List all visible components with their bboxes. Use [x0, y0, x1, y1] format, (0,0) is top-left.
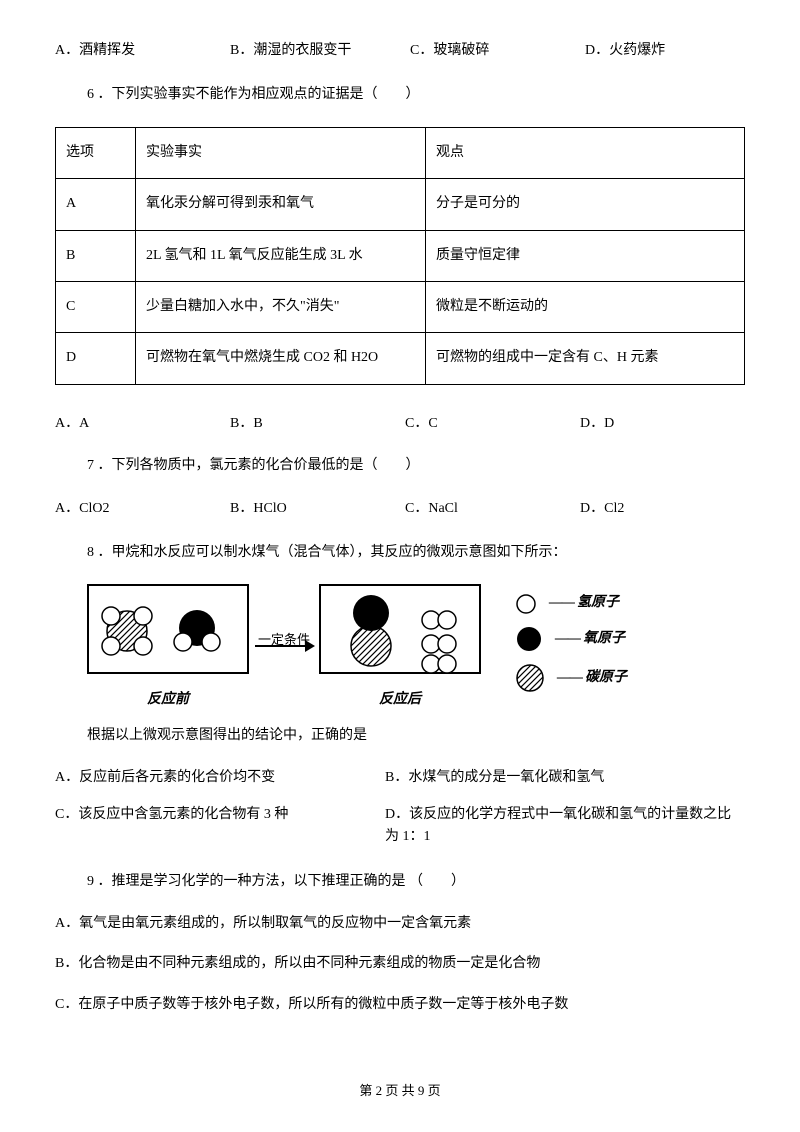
q6-r1-view: 质量守恒定律	[426, 230, 745, 281]
q9-opt-b: B．化合物是由不同种元素组成的，所以由不同种元素组成的物质一定是化合物	[55, 953, 745, 975]
q7-opt-c: C．NaCl	[405, 498, 580, 520]
q8-opt-c: C．该反应中含氢元素的化合物有 3 种	[55, 804, 385, 849]
q6-ans-c: C．C	[405, 413, 580, 435]
after-label: 反应后	[319, 689, 481, 711]
q6-r2-fact: 少量白糖加入水中，不久"消失"	[136, 281, 426, 332]
q5-opt-d: D．火药爆炸	[585, 40, 665, 62]
legend-h: 氢原子	[577, 592, 619, 614]
q6-r3-opt: D	[56, 333, 136, 384]
after-box	[319, 584, 481, 674]
q6-h2: 实验事实	[136, 127, 426, 178]
q5-opt-c: C．玻璃破碎	[410, 40, 585, 62]
q6-r2-view: 微粒是不断运动的	[426, 281, 745, 332]
q6-ans-b: B．B	[230, 413, 405, 435]
q7-opt-d: D．Cl2	[580, 498, 624, 520]
q6-r2-opt: C	[56, 281, 136, 332]
q8-opt-a: A．反应前后各元素的化合价均不变	[55, 767, 385, 789]
q8-opt-d: D．该反应的化学方程式中一氧化碳和氢气的计量数之比为 1：1	[385, 804, 745, 849]
q8-row1: A．反应前后各元素的化合价均不变 B．水煤气的成分是一氧化碳和氢气	[55, 767, 745, 789]
q7-opt-b: B．HClO	[230, 498, 405, 520]
before-label: 反应前	[87, 689, 249, 711]
q6-answers: A．A B．B C．C D．D	[55, 413, 745, 435]
q6-table: 选项 实验事实 观点 A 氧化汞分解可得到汞和氧气 分子是可分的 B 2L 氢气…	[55, 127, 745, 385]
page-footer: 第 2 页 共 9 页	[0, 1081, 800, 1102]
q6-ans-d: D．D	[580, 413, 614, 435]
q8-opt-b: B．水煤气的成分是一氧化碳和氢气	[385, 767, 745, 789]
q6-h1: 选项	[56, 127, 136, 178]
q6-r1-opt: B	[56, 230, 136, 281]
q6-r3-fact: 可燃物在氧气中燃烧生成 CO2 和 H2O	[136, 333, 426, 384]
q9-opt-c: C．在原子中质子数等于核外电子数，所以所有的微粒中质子数一定等于核外电子数	[55, 994, 745, 1016]
q8-conclusion: 根据以上微观示意图得出的结论中，正确的是	[87, 725, 745, 747]
q6-stem: 6 ．下列实验事实不能作为相应观点的证据是（ ）	[87, 84, 745, 106]
legend-o: 氧原子	[583, 628, 625, 650]
q6-r0-view: 分子是可分的	[426, 179, 745, 230]
arrow-text: 一定条件	[258, 630, 310, 651]
before-box	[87, 584, 249, 674]
q9-opt-a: A．氧气是由氧元素组成的，所以制取氧气的反应物中一定含氧元素	[55, 913, 745, 935]
q9-stem: 9 ．推理是学习化学的一种方法，以下推理正确的是 （ ）	[87, 871, 745, 893]
q6-r3-view: 可燃物的组成中一定含有 C、H 元素	[426, 333, 745, 384]
q8-stem: 8 ．甲烷和水反应可以制水煤气（混合气体），其反应的微观示意图如下所示：	[87, 542, 745, 564]
q5-options: A．酒精挥发 B．潮湿的衣服变干 C．玻璃破碎 D．火药爆炸	[55, 40, 745, 62]
q6-r1-fact: 2L 氢气和 1L 氧气反应能生成 3L 水	[136, 230, 426, 281]
q6-h3: 观点	[426, 127, 745, 178]
q6-ans-a: A．A	[55, 413, 230, 435]
legend: ——氢原子 ——氧原子 ——碳原子	[515, 592, 627, 702]
q8-diagram: 反应前 一定条件 反应后 ——氢原子 ——氧原子	[87, 584, 745, 711]
q5-opt-b: B．潮湿的衣服变干	[230, 40, 410, 62]
q6-r0-fact: 氧化汞分解可得到汞和氧气	[136, 179, 426, 230]
arrow: 一定条件	[255, 630, 313, 665]
q7-options: A．ClO2 B．HClO C．NaCl D．Cl2	[55, 498, 745, 520]
q7-stem: 7 ．下列各物质中，氯元素的化合价最低的是（ ）	[87, 455, 745, 477]
q8-row2: C．该反应中含氢元素的化合物有 3 种 D．该反应的化学方程式中一氧化碳和氢气的…	[55, 804, 745, 849]
legend-c: 碳原子	[585, 667, 627, 689]
q6-r0-opt: A	[56, 179, 136, 230]
q5-opt-a: A．酒精挥发	[55, 40, 230, 62]
q7-opt-a: A．ClO2	[55, 498, 230, 520]
